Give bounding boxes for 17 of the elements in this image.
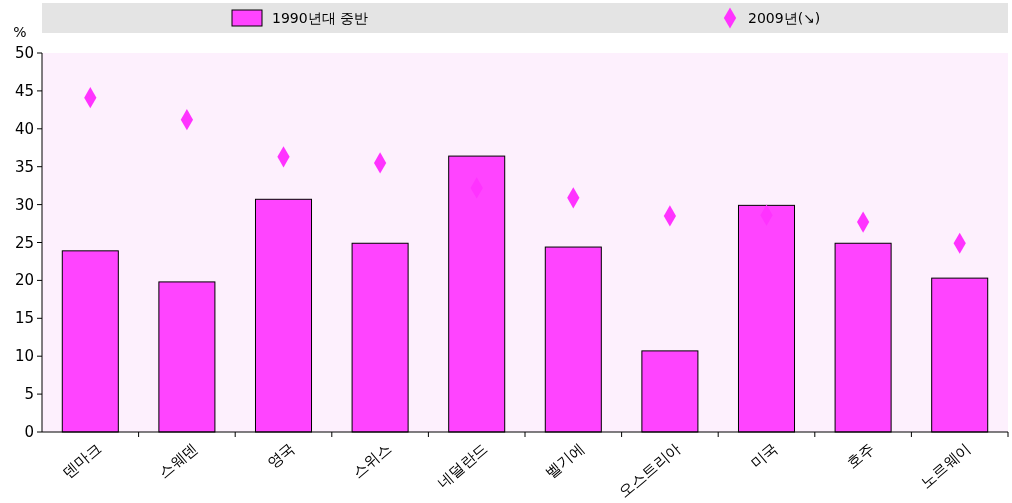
y-tick-label: 50 — [14, 44, 34, 62]
y-tick-label: 0 — [24, 423, 34, 441]
y-tick-label: 10 — [14, 347, 34, 366]
x-tick-label: 미국 — [746, 439, 782, 473]
y-tick-label: 30 — [14, 195, 34, 214]
y-axis-title: % — [13, 24, 27, 40]
x-tick-label: 영국 — [263, 439, 299, 473]
y-tick-label: 40 — [14, 119, 34, 138]
x-tick-label: 호주 — [843, 439, 878, 473]
y-tick-label: 45 — [14, 81, 34, 100]
y-tick-label: 25 — [14, 233, 34, 252]
y-tick-label: 15 — [14, 309, 34, 328]
legend-label: 1990년대 중반 — [272, 10, 369, 26]
y-tick-label: 20 — [14, 271, 34, 290]
y-tick-label: 35 — [14, 157, 34, 176]
legend-label: 2009년(↘) — [748, 10, 821, 26]
y-tick-label: 5 — [24, 385, 34, 404]
